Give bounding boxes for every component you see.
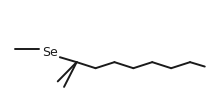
Text: Se: Se [42, 46, 58, 59]
